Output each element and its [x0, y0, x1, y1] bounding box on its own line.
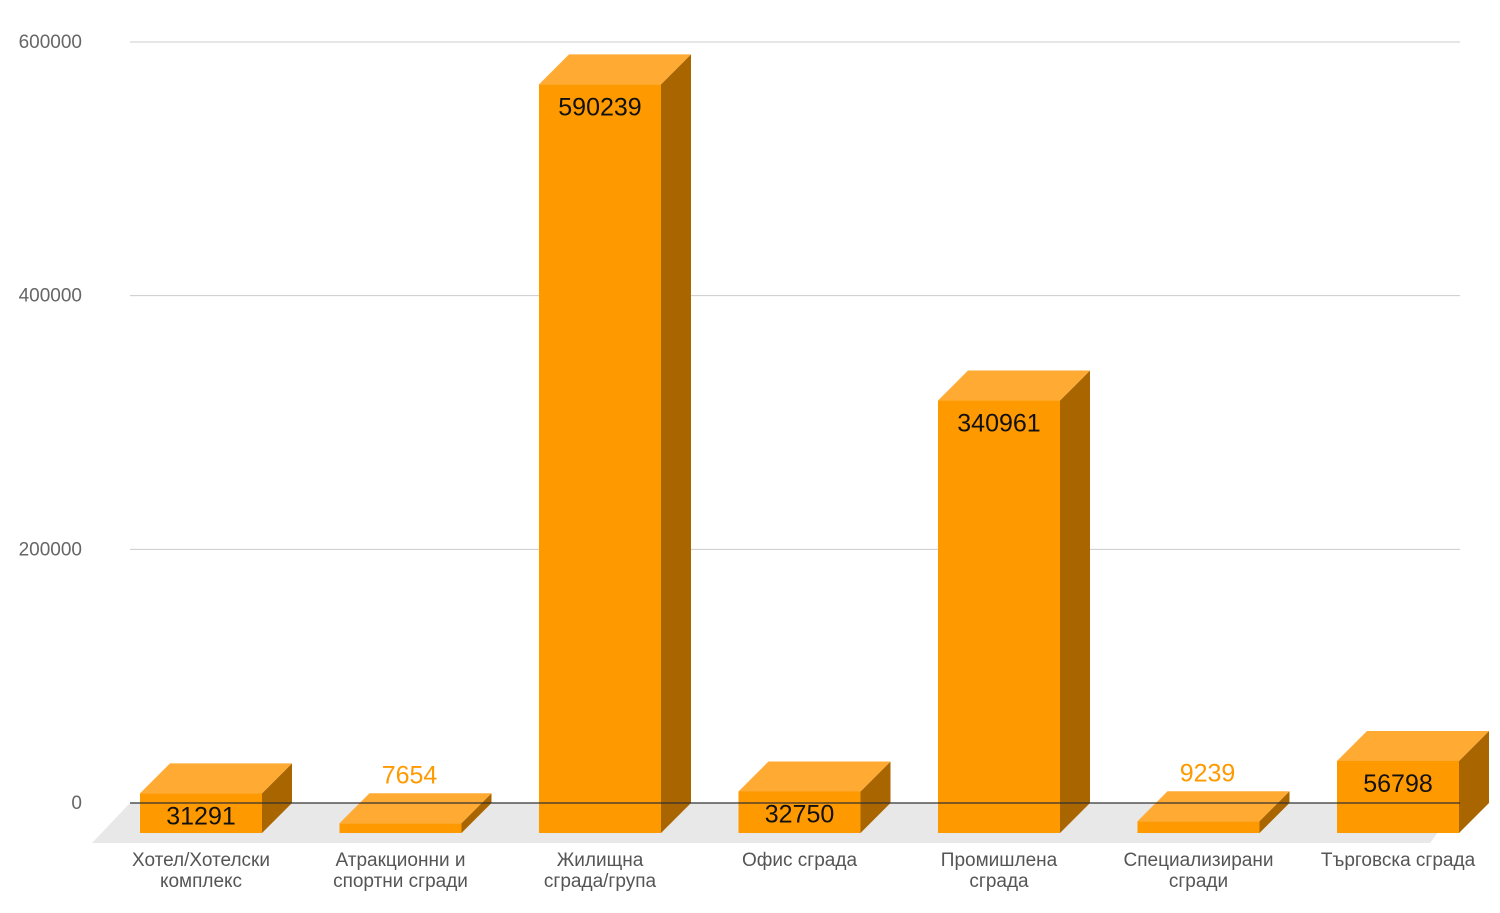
bar-top-face: [1337, 730, 1489, 761]
x-tick-label: Промишлена сграда: [941, 850, 1058, 892]
x-tick-label: Търговска сграда: [1321, 850, 1476, 871]
bar-front-face: [539, 84, 661, 834]
x-tick-label: Офис сграда: [742, 850, 857, 871]
x-tick-line: Жилищна: [557, 850, 644, 871]
x-tick-line: Офис сграда: [742, 850, 857, 871]
x-tick-line: сгради: [1169, 871, 1228, 892]
bar: [738, 761, 891, 833]
x-tick-line: сграда: [969, 871, 1029, 892]
data-label: 31291: [166, 802, 236, 830]
bar-front-face: [1337, 760, 1459, 833]
x-tick-line: спортни сгради: [333, 871, 468, 892]
y-tick-label: 400000: [19, 286, 82, 307]
data-label: 32750: [765, 800, 835, 828]
bar-front-face: [140, 793, 262, 833]
bar-top-face: [339, 793, 492, 824]
x-tick-label: Жилищна сграда/група: [544, 850, 657, 892]
x-tick-label: Специализирани сгради: [1124, 850, 1274, 892]
bar: [1137, 791, 1290, 833]
x-tick-label: Атракционни и спортни сгради: [333, 850, 468, 892]
bar-top-face: [1137, 791, 1290, 822]
bar-side-face: [1459, 730, 1489, 833]
data-label: 7654: [382, 761, 438, 789]
data-label: 9239: [1180, 759, 1236, 787]
data-label: 56798: [1363, 770, 1433, 798]
bar-top-face: [140, 763, 292, 794]
bar: [938, 370, 1090, 833]
y-tick-label: 200000: [19, 539, 82, 560]
x-tick-line: комплекс: [160, 871, 242, 892]
x-tick-line: Атракционни и: [336, 850, 466, 871]
bar-side-face: [262, 763, 292, 833]
bar-front-face: [738, 791, 861, 833]
bar: [140, 763, 292, 833]
bar-top-face: [938, 370, 1090, 401]
bar-side-face: [860, 761, 891, 833]
bar-front-face: [1137, 821, 1260, 833]
x-tick-line: Специализирани: [1124, 850, 1274, 871]
bar-side-face: [661, 54, 691, 834]
bar: [1337, 730, 1489, 833]
bar-front-face: [339, 823, 462, 833]
bar-top-face: [539, 54, 691, 85]
x-tick-line: Хотел/Хотелски: [132, 850, 270, 871]
x-tick-line: сграда/група: [544, 871, 657, 892]
x-tick-label: Хотел/Хотелски комплекс: [132, 850, 270, 892]
data-label: 590239: [558, 93, 641, 121]
bar-side-face: [1259, 791, 1290, 833]
bar-front-face: [938, 400, 1060, 833]
data-label: 340961: [957, 410, 1040, 438]
y-tick-label: 600000: [19, 32, 82, 53]
bar: [539, 54, 691, 834]
x-tick-line: Търговска сграда: [1321, 850, 1476, 871]
x-tick-line: Промишлена: [941, 850, 1058, 871]
bar-top-face: [738, 761, 891, 792]
y-tick-label: 0: [71, 793, 82, 814]
bar-side-face: [1060, 370, 1090, 833]
